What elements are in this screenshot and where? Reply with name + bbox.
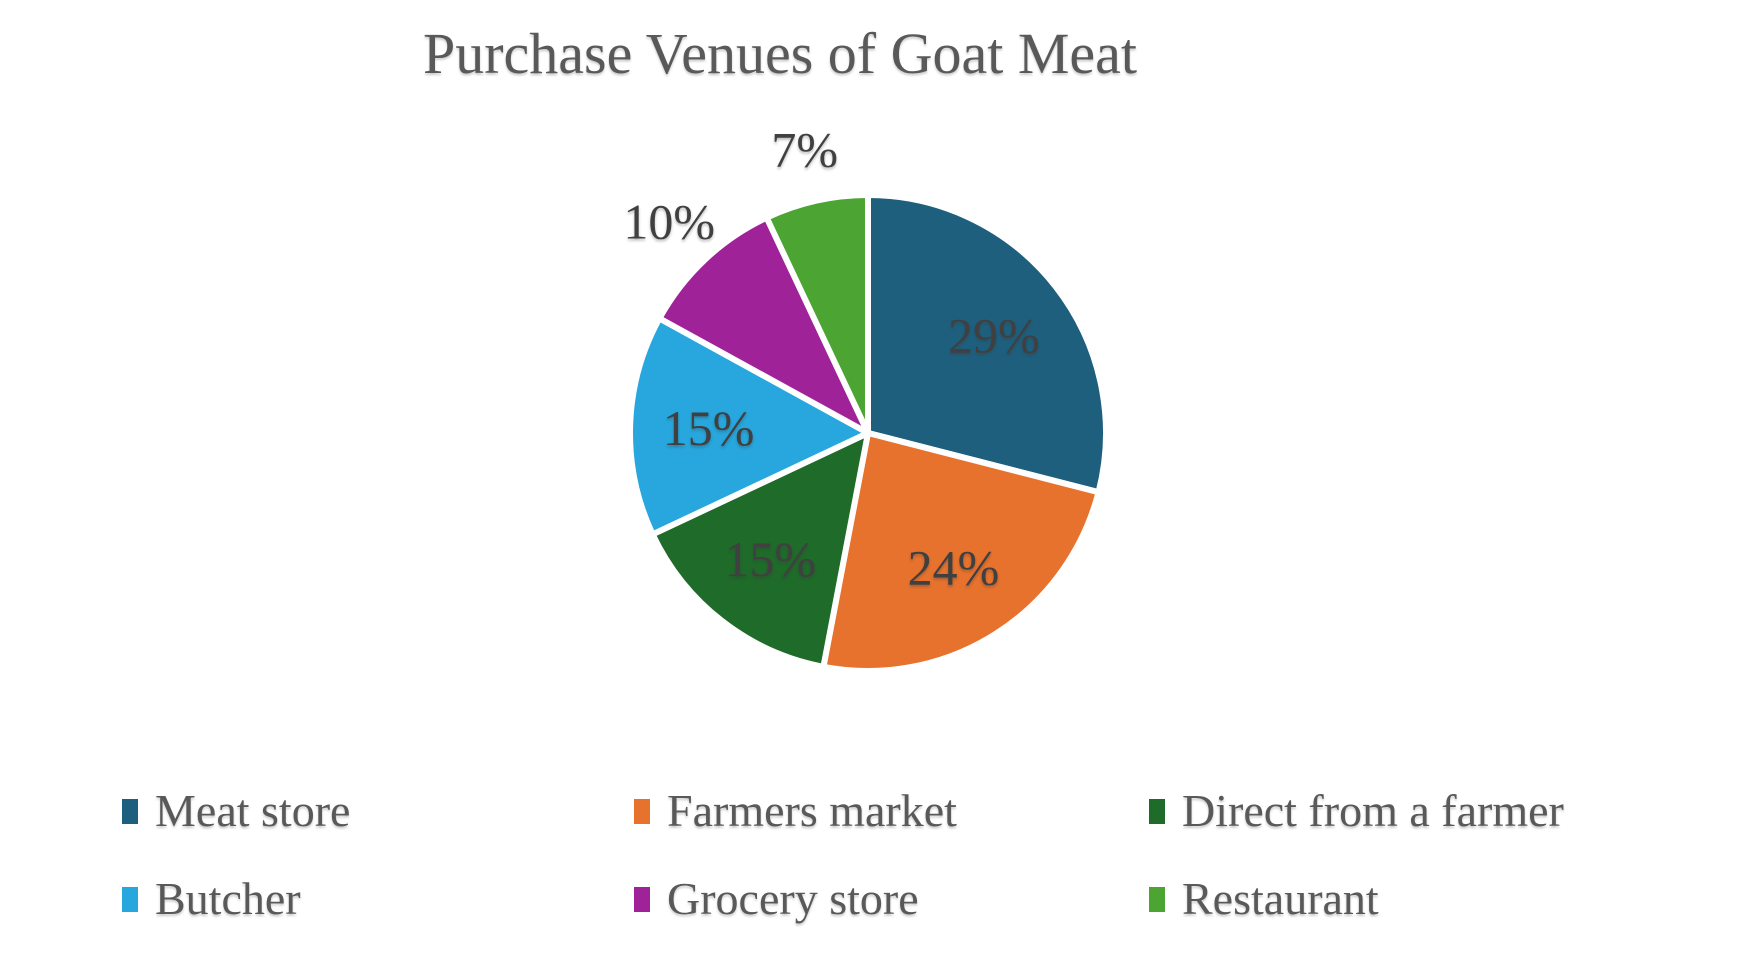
legend-marker-grocery-store [634, 886, 650, 912]
legend-item-direct-from-a-farmer: Direct from a farmer [1149, 782, 1564, 840]
data-label-direct-from-a-farmer: 15% [724, 531, 816, 587]
legend-marker-restaurant [1149, 886, 1165, 912]
legend-item-grocery-store: Grocery store [634, 870, 1149, 928]
data-label-meat-store: 29% [948, 307, 1040, 363]
legend-item-butcher: Butcher [122, 870, 634, 928]
legend-item-meat-store: Meat store [122, 782, 634, 840]
legend-marker-farmers-market [634, 798, 650, 824]
pie-data-labels-group: 29% 24% 15% 15% 10% 7% [623, 122, 1039, 596]
legend: Meat store Farmers market Direct from a fa… [122, 782, 1564, 928]
data-label-butcher: 15% [663, 400, 755, 456]
legend-label-direct-from-a-farmer: Direct from a farmer [1182, 785, 1564, 836]
legend-item-restaurant: Restaurant [1149, 870, 1564, 928]
data-label-farmers-market: 24% [908, 540, 1000, 596]
legend-marker-meat-store [122, 798, 138, 824]
chart-title: Purchase Venues of Goat Meat [422, 21, 1138, 86]
pie-slice-meat-store [865, 192, 1109, 496]
legend-marker-direct-from-a-farmer [1149, 798, 1165, 824]
pie-slice-farmers-market [820, 430, 1102, 674]
pie-slice-direct-from-a-farmer [649, 430, 871, 670]
legend-marker-butcher [122, 886, 138, 912]
legend-label-grocery-store: Grocery store [667, 873, 919, 924]
pie-slices-group [627, 192, 1109, 674]
data-label-grocery-store: 10% [623, 193, 715, 249]
legend-label-restaurant: Restaurant [1182, 873, 1379, 924]
legend-item-farmers-market: Farmers market [634, 782, 1149, 840]
legend-label-butcher: Butcher [155, 873, 301, 924]
pie-slice-restaurant [763, 192, 871, 436]
legend-label-farmers-market: Farmers market [667, 785, 957, 836]
pie-slice-butcher [627, 315, 871, 538]
pie-slice-grocery-store [656, 214, 871, 436]
legend-label-meat-store: Meat store [155, 785, 351, 836]
data-label-restaurant: 7% [771, 122, 838, 178]
